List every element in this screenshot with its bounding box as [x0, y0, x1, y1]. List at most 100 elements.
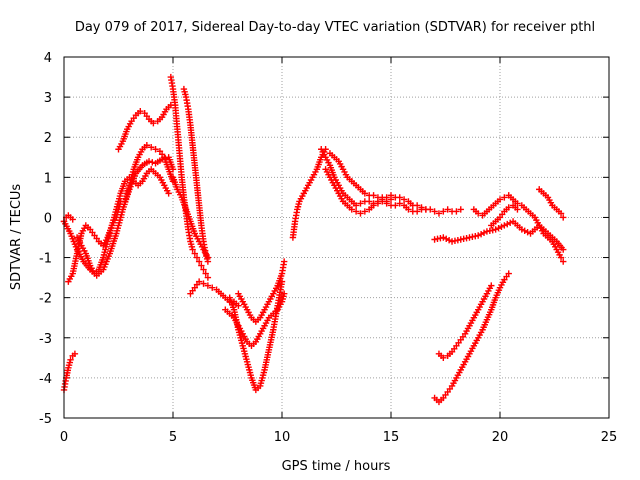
data-point: [198, 262, 205, 269]
data-point: [440, 208, 447, 215]
x-tick-labels: 0 5 10 15 20 25: [60, 430, 617, 445]
x-axis-label: GPS time / hours: [282, 459, 391, 474]
data-point: [361, 190, 369, 197]
data-point: [427, 206, 434, 213]
data-point: [152, 146, 159, 153]
ticks: [63, 56, 610, 419]
data-point: [145, 158, 153, 165]
grid: [64, 57, 609, 418]
y-tick-labels: -5 -4 -3 -2 -1 0 1 2 3 4: [39, 51, 52, 427]
data-point: [370, 192, 377, 199]
data-point: [352, 208, 360, 215]
data-point: [392, 202, 399, 209]
y-tick-label: -5: [39, 412, 52, 427]
interpolated-point: [498, 223, 505, 231]
series-s15: [289, 146, 329, 241]
data-point: [204, 254, 212, 261]
data-point: [280, 258, 288, 265]
data-point: [560, 214, 567, 221]
data-point: [501, 222, 508, 229]
data-point: [235, 302, 242, 309]
data-point: [496, 196, 504, 203]
y-tick-label: 0: [44, 211, 52, 226]
series-s7: [121, 142, 177, 205]
series-s16: [318, 146, 395, 209]
chart-title: Day 079 of 2017, Sidereal Day-to-day VTE…: [75, 20, 595, 35]
data-point: [453, 208, 460, 215]
x-tick-label: 5: [169, 430, 177, 445]
series-s18: [322, 166, 464, 217]
data-point: [204, 282, 212, 289]
data-point: [387, 192, 395, 199]
data-point: [71, 350, 79, 358]
data-point: [357, 210, 364, 217]
series-s14: [235, 258, 288, 325]
data-point: [361, 208, 369, 215]
data-point: [488, 282, 495, 289]
data-point: [444, 206, 451, 213]
data-point: [370, 202, 377, 209]
y-tick-label: -3: [39, 332, 52, 347]
data-point: [435, 210, 443, 217]
data-point: [514, 206, 521, 213]
series-s10: [169, 174, 212, 261]
series-s1: [60, 350, 79, 394]
data-point: [457, 206, 464, 213]
data-point: [189, 246, 196, 253]
data-point: [440, 234, 447, 241]
y-tick-label: 4: [44, 51, 52, 66]
data-point: [137, 107, 144, 115]
y-tick-label: -2: [39, 292, 52, 307]
y-tick-label: -4: [39, 372, 52, 387]
series-s5: [73, 198, 124, 277]
data-point: [200, 280, 207, 287]
series-s23: [431, 270, 512, 406]
data-point: [383, 200, 390, 207]
x-tick-label: 25: [601, 430, 618, 445]
data-point: [366, 198, 373, 205]
interpolated-point: [149, 159, 156, 166]
data-point: [348, 206, 355, 213]
data-point: [440, 354, 447, 362]
data-point: [475, 210, 482, 217]
series-s21: [488, 202, 521, 229]
x-tick-label: 15: [383, 430, 400, 445]
data-point: [200, 266, 207, 273]
series-s20: [470, 192, 567, 265]
data-point: [195, 278, 203, 285]
interpolated-point: [480, 229, 488, 237]
interpolated-point: [445, 236, 453, 244]
data-point: [413, 208, 421, 215]
data-point: [492, 226, 499, 233]
data-point: [202, 270, 209, 277]
data-point: [69, 216, 76, 223]
data-point: [143, 142, 151, 149]
data-point: [357, 200, 364, 207]
series-s24: [435, 282, 495, 362]
series-s3: [60, 154, 177, 279]
data-point: [413, 202, 421, 209]
data-point: [352, 202, 360, 209]
series-s2: [60, 212, 76, 225]
data-point: [148, 144, 155, 151]
data-point: [374, 200, 382, 207]
data-point: [518, 226, 525, 233]
interpolated-point: [504, 220, 511, 228]
data-point: [557, 210, 565, 217]
x-tick-label: 10: [274, 430, 291, 445]
data-point: [280, 290, 288, 297]
y-tick-label: 3: [44, 91, 52, 106]
data-point: [505, 270, 512, 277]
y-axis-label: SDTVAR / TECUs: [9, 184, 24, 291]
data-point: [204, 274, 212, 281]
y-tick-label: -1: [39, 252, 52, 267]
data-point: [560, 246, 567, 253]
data-point: [475, 232, 482, 239]
interpolated-point: [477, 230, 485, 238]
data-point: [195, 258, 203, 265]
series-s6: [115, 101, 175, 153]
plot-frame: [63, 56, 610, 419]
data-point: [379, 198, 386, 205]
series-s22: [536, 186, 567, 221]
